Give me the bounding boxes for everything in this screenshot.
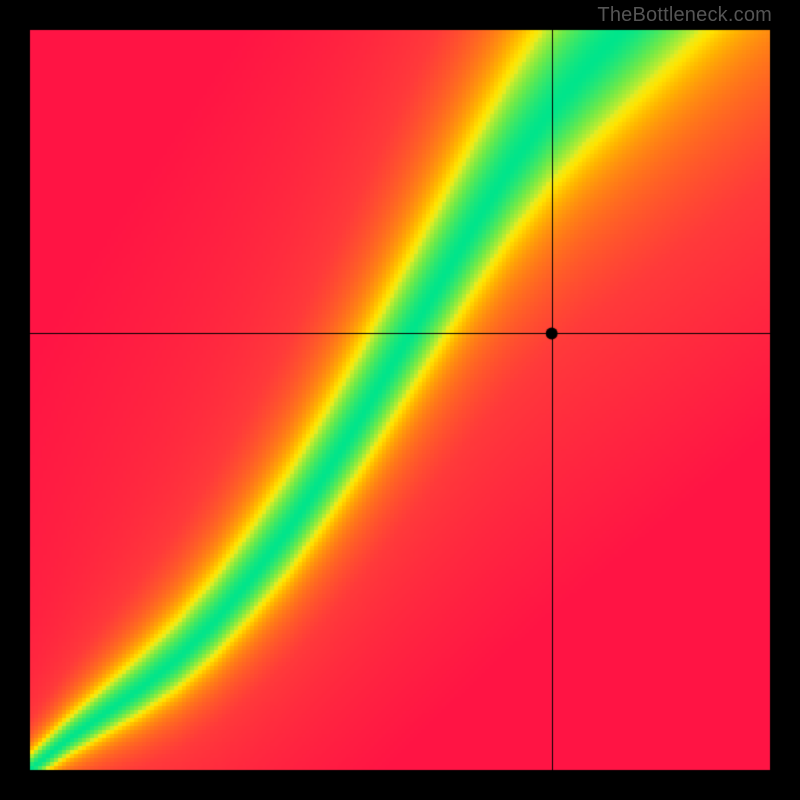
bottleneck-heatmap bbox=[0, 0, 800, 800]
watermark-label: TheBottleneck.com bbox=[597, 4, 772, 27]
chart-container: TheBottleneck.com bbox=[0, 0, 800, 800]
